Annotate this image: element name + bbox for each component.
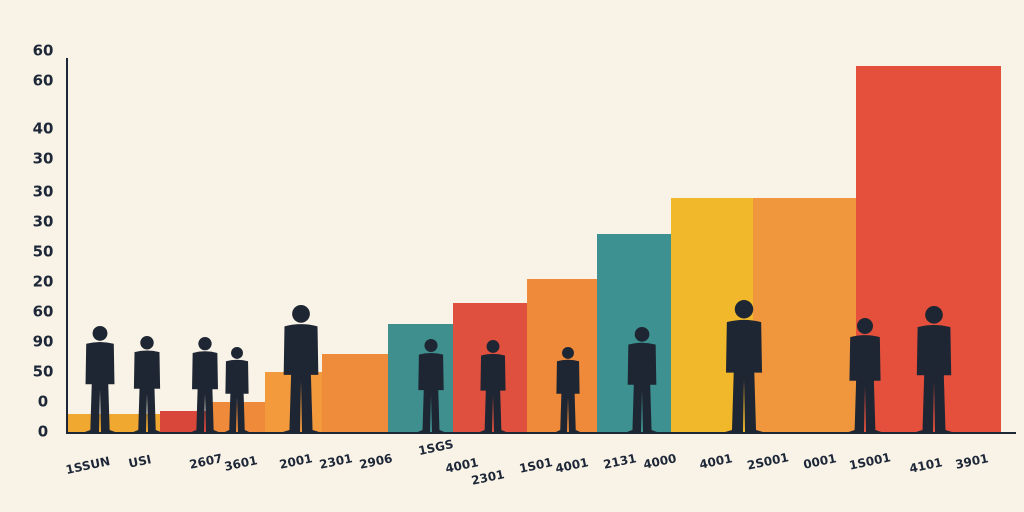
silhouette-head: [486, 340, 500, 353]
x-tick-label: 2906: [358, 451, 394, 472]
y-tick-label: 50: [33, 363, 54, 381]
y-tick-label: 0: [38, 423, 48, 441]
x-tick-label: 4001: [444, 455, 480, 476]
silhouette-body: [626, 342, 658, 432]
x-tick-label: USI: [127, 452, 152, 470]
silhouette-head: [634, 327, 650, 342]
x-tick-label: 2301: [470, 467, 506, 488]
silhouette-body: [417, 352, 445, 432]
y-tick-label: 30: [33, 183, 54, 201]
x-tick-label: 2131: [602, 451, 638, 472]
x-tick-label: 3901: [954, 451, 990, 472]
silhouette-head: [562, 347, 574, 359]
silhouette-body: [133, 350, 161, 432]
x-tick-label: 4000: [642, 451, 678, 472]
y-tick-label: 90: [33, 333, 54, 351]
y-tick-label: 40: [33, 120, 54, 138]
silhouette-head: [424, 339, 438, 353]
silhouette-body: [725, 319, 763, 432]
bar: [322, 354, 388, 432]
bar: [753, 198, 856, 432]
silhouettes: [84, 300, 953, 432]
x-tick-label: 3601: [223, 453, 259, 474]
silhouette-head: [292, 305, 310, 323]
silhouette-head: [140, 336, 154, 350]
silhouette-body: [915, 324, 953, 432]
silhouette-body: [479, 353, 507, 432]
bar: [160, 411, 208, 432]
x-tick-label: 4101: [908, 455, 944, 476]
silhouette-body: [191, 351, 219, 432]
silhouette-body: [282, 324, 320, 432]
silhouette-head: [857, 318, 873, 334]
silhouette-body: [555, 359, 581, 432]
silhouette-body: [84, 341, 116, 432]
silhouette-head: [198, 337, 212, 351]
silhouette-head: [734, 300, 754, 319]
y-tick-label: 30: [33, 150, 54, 168]
x-tick-label: 1S01: [518, 455, 554, 476]
silhouette-head: [925, 306, 943, 324]
y-tick-label: 0: [38, 393, 48, 411]
y-tick-label: 60: [33, 42, 54, 60]
y-tick-label: 20: [33, 273, 54, 291]
x-tick-label: 4001: [554, 455, 590, 476]
y-tick-label: 50: [33, 243, 54, 261]
x-tick-label: 0001: [802, 451, 838, 472]
x-tick-label: 2607: [188, 451, 224, 472]
y-tick-label: 60: [33, 72, 54, 90]
y-tick-label: 60: [33, 303, 54, 321]
y-tick-label: 30: [33, 213, 54, 231]
x-tick-label: 4001: [698, 451, 734, 472]
silhouette-body: [224, 359, 250, 432]
x-tick-label: 2301: [318, 451, 354, 472]
silhouette-body: [848, 335, 882, 432]
silhouette-head: [231, 347, 243, 359]
silhouette-head: [92, 326, 108, 341]
x-tick-label: 2001: [278, 451, 314, 472]
